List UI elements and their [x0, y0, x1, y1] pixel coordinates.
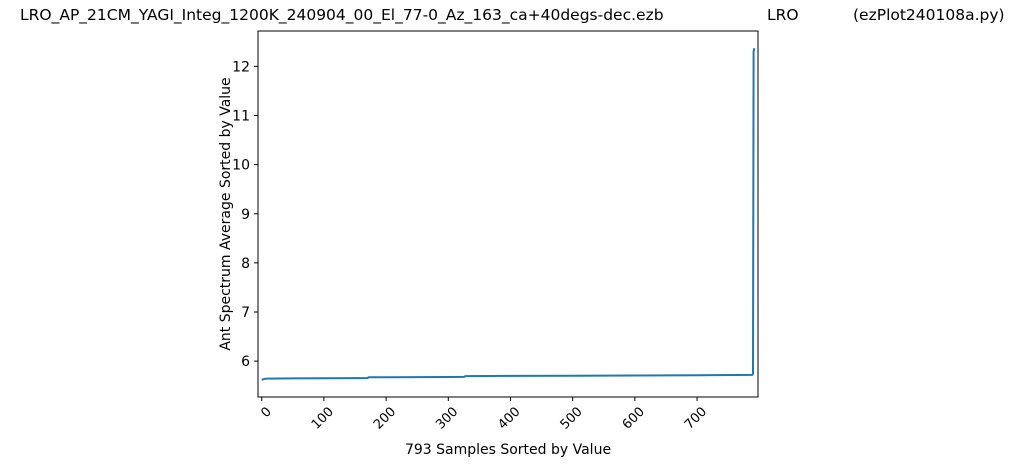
y-tick-label: 12: [232, 59, 250, 75]
x-axis-ticks: 0 100 200 300 400 500 600 700: [258, 397, 710, 433]
y-tick-label: 7: [241, 305, 250, 321]
y-tick-label: 11: [232, 108, 250, 124]
x-tick-label: 200: [371, 404, 399, 432]
x-tick-label: 500: [558, 404, 586, 432]
chart-title-filename: LRO_AP_21CM_YAGI_Integ_1200K_240904_00_E…: [20, 6, 664, 24]
y-tick-label: 10: [232, 158, 250, 174]
x-tick-label: 300: [433, 404, 461, 432]
y-axis-ticks: 6 7 8 9 10 11 12: [232, 59, 258, 370]
series-line-1: [261, 47, 756, 381]
chart-title-script: (ezPlot240108a.py): [853, 6, 1005, 24]
y-tick-label: 9: [241, 207, 250, 223]
x-tick-label: 0: [258, 404, 274, 420]
x-tick-label: 600: [620, 404, 648, 432]
x-tick-label: 100: [309, 404, 337, 432]
x-tick-label: 700: [682, 404, 710, 432]
y-axis-label: Ant Spectrum Average Sorted by Value: [218, 77, 234, 350]
series-layer: [261, 47, 756, 381]
plot-area-frame: [257, 30, 759, 398]
y-tick-label: 8: [241, 256, 250, 272]
y-tick-label: 6: [241, 354, 250, 370]
chart-title-station: LRO: [767, 6, 799, 24]
x-axis-label: 793 Samples Sorted by Value: [405, 442, 611, 458]
x-tick-label: 400: [495, 404, 523, 432]
